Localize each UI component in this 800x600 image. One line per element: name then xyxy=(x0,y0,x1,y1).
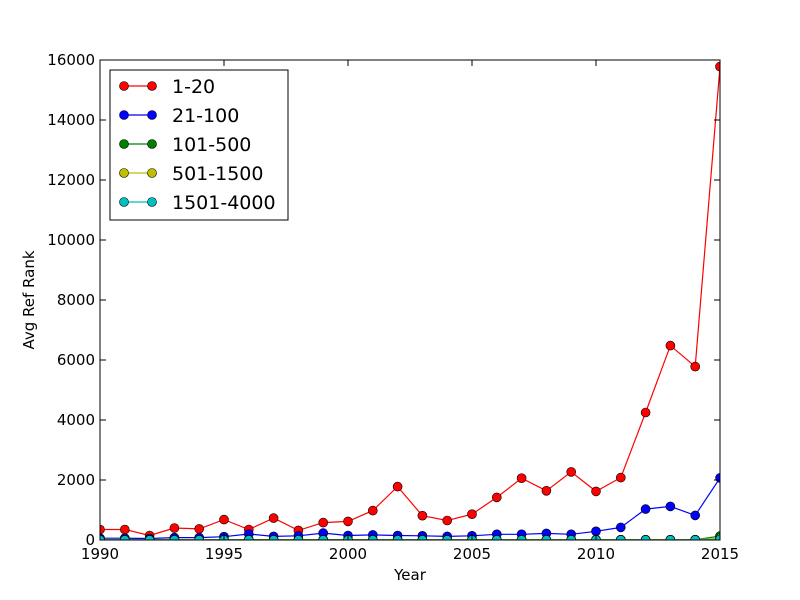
y-axis: 0 2000 4000 6000 8000 10000 12000 14000 16000 xyxy=(47,51,720,549)
data-point xyxy=(219,514,229,525)
legend-label: 101-500 xyxy=(172,134,251,156)
data-point xyxy=(690,510,701,521)
legend-marker xyxy=(147,81,157,91)
data-point xyxy=(318,517,329,528)
legend-marker xyxy=(119,197,129,207)
data-point xyxy=(566,467,577,477)
y-axis-title: Avg Ref Rank xyxy=(20,250,38,349)
y-tick-label: 14000 xyxy=(47,111,95,129)
data-point xyxy=(467,509,477,520)
legend-label: 1501-4000 xyxy=(172,192,276,214)
data-point xyxy=(442,515,453,526)
data-point xyxy=(392,481,403,492)
legend-marker xyxy=(119,81,129,91)
data-point xyxy=(615,522,626,533)
y-tick-label: 12000 xyxy=(47,171,95,189)
data-point xyxy=(715,534,720,540)
y-tick-label: 0 xyxy=(85,531,95,549)
data-point xyxy=(343,516,353,527)
y-tick-label: 6000 xyxy=(57,351,95,369)
x-tick-label: 1990 xyxy=(81,545,119,563)
data-point xyxy=(100,524,105,535)
legend-item-21-100: 21-100 xyxy=(119,105,239,127)
y-tick-label: 10000 xyxy=(47,231,95,249)
legend-item-101-500: 101-500 xyxy=(119,134,251,156)
legend-marker xyxy=(147,168,157,178)
legend-label: 21-100 xyxy=(172,105,239,127)
x-tick-label: 1995 xyxy=(205,545,243,563)
legend-item-1-20: 1-20 xyxy=(119,76,215,98)
y-tick-label: 8000 xyxy=(57,291,95,309)
legend-marker xyxy=(119,168,129,178)
data-point xyxy=(640,504,651,514)
legend-marker xyxy=(119,139,129,149)
data-point xyxy=(715,61,720,72)
data-point xyxy=(665,340,676,351)
data-point xyxy=(516,473,527,484)
x-tick-label: 2010 xyxy=(577,545,615,563)
legend-item-1501-4000: 1501-4000 xyxy=(119,192,276,214)
x-tick-label: 2000 xyxy=(329,545,367,563)
data-point xyxy=(541,485,552,496)
data-point xyxy=(417,510,428,521)
legend-item-501-1500: 501-1500 xyxy=(119,163,263,185)
data-point xyxy=(491,492,502,503)
data-point xyxy=(615,472,626,483)
data-point xyxy=(640,407,651,418)
data-point xyxy=(120,524,130,535)
data-point xyxy=(268,513,279,523)
legend-frame xyxy=(109,69,289,221)
legend-marker xyxy=(147,110,157,120)
legend-label: 501-1500 xyxy=(172,163,263,185)
data-point xyxy=(367,505,378,516)
x-axis: 1990 1995 2000 2005 2010 2015 xyxy=(81,60,739,563)
data-point xyxy=(591,486,601,497)
legend: 1-20 21-100 101-500 501-1500 1501-4000 xyxy=(109,69,289,221)
legend-marker xyxy=(119,110,129,120)
data-point xyxy=(665,501,676,512)
x-axis-title: Year xyxy=(393,566,427,584)
legend-marker xyxy=(147,197,157,207)
y-tick-label: 16000 xyxy=(47,51,95,69)
x-tick-label: 2005 xyxy=(453,545,491,563)
data-point xyxy=(194,524,204,534)
y-tick-label: 4000 xyxy=(57,411,95,429)
legend-label: 1-20 xyxy=(172,76,215,98)
data-point xyxy=(690,361,701,372)
legend-marker xyxy=(147,139,157,149)
data-point xyxy=(169,523,180,533)
y-tick-label: 2000 xyxy=(57,471,95,489)
x-tick-label: 2015 xyxy=(701,545,739,563)
